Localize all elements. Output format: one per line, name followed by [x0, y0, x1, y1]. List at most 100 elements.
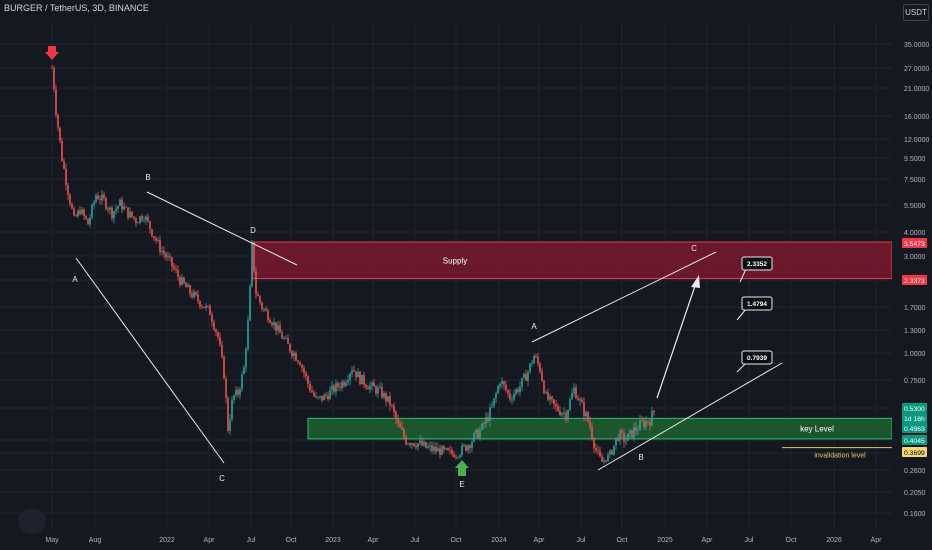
candle: [373, 378, 375, 387]
candle: [103, 191, 105, 201]
time-axis[interactable]: May Aug 2022 Apr Jul Oct 2023 Apr Jul Oct 2024 Apr J…: [0, 530, 932, 550]
candle-body: [377, 387, 379, 394]
candle: [117, 205, 119, 213]
candle-body: [151, 229, 153, 237]
candle-body: [531, 363, 533, 365]
red-down-arrow-icon: [45, 46, 59, 60]
candle-body: [315, 396, 317, 398]
candle-body: [323, 394, 325, 401]
candle-body: [581, 399, 583, 403]
candle: [331, 381, 333, 396]
candle-body: [399, 422, 401, 428]
candle-body: [495, 393, 497, 399]
candle: [653, 409, 655, 416]
candle: [619, 428, 621, 445]
candle: [101, 190, 103, 205]
price-tick-4: 12.0000: [904, 137, 929, 144]
target-callout-box: [741, 296, 773, 311]
price-tick-11: 1.7000: [904, 305, 926, 312]
candle: [167, 251, 169, 261]
candle-body: [291, 351, 293, 357]
candle-body: [569, 399, 571, 410]
candle: [69, 192, 71, 207]
candle: [581, 397, 583, 403]
candle: [201, 304, 203, 310]
candle-body: [243, 367, 245, 374]
candle-body: [329, 390, 331, 400]
tradingview-logo-icon[interactable]: [18, 508, 46, 534]
candle-body: [187, 285, 189, 288]
candle-body: [123, 206, 125, 210]
time-tick-19: Apr: [871, 537, 883, 544]
candle: [385, 391, 387, 407]
candle: [343, 379, 345, 388]
candle: [53, 65, 55, 93]
candle: [577, 394, 579, 401]
time-tick-5: Oct: [286, 537, 297, 544]
price-tick-7: 5.5000: [904, 203, 926, 210]
candle: [487, 412, 489, 423]
candle: [209, 304, 211, 316]
candle-body: [59, 127, 61, 141]
candle: [275, 322, 277, 336]
candle-body: [477, 429, 479, 439]
candle: [423, 438, 425, 447]
candle: [381, 383, 383, 400]
time-tick-3: Apr: [204, 537, 216, 544]
candle: [429, 441, 431, 452]
candle: [585, 409, 587, 421]
chart-labels: Supply key Level invalidation level A B C D A B C…: [72, 173, 866, 489]
wave-label-a-0: A: [72, 275, 78, 284]
candle: [637, 425, 639, 436]
candle-body: [257, 294, 259, 297]
candle: [89, 214, 91, 228]
price-axis[interactable]: 35.0000 27.0000 21.0000 16.0000 12.0000 9.500…: [892, 0, 932, 550]
candle: [71, 202, 73, 210]
invalidation-level-label: invalidation level: [814, 453, 866, 460]
candle: [439, 444, 441, 459]
candle: [363, 371, 365, 389]
candle-body: [457, 457, 459, 458]
candle-body: [85, 215, 87, 219]
candle-body: [421, 440, 423, 446]
candle: [629, 428, 631, 439]
candle-body: [165, 253, 167, 258]
candle-body: [317, 396, 319, 398]
candle-body: [205, 305, 207, 308]
candle: [175, 264, 177, 273]
candle-body: [453, 454, 455, 458]
time-tick-15: Apr: [702, 537, 714, 544]
candle: [239, 386, 241, 400]
candle-body: [261, 302, 263, 309]
candle: [523, 372, 525, 379]
candle: [539, 362, 541, 374]
candle-body: [89, 217, 91, 225]
candle: [559, 406, 561, 417]
candle: [313, 390, 315, 398]
candle: [391, 404, 393, 408]
time-tick-12: Jul: [577, 537, 586, 544]
candle: [519, 381, 521, 397]
price-badge-text: 3.5473: [904, 241, 925, 248]
candle-body: [325, 394, 327, 396]
candle-body: [515, 389, 517, 394]
price-badge-6: 0.3699: [902, 447, 927, 457]
candle: [113, 210, 115, 224]
candle-body: [367, 387, 369, 390]
candle-body: [279, 325, 281, 333]
candle-body: [207, 305, 209, 307]
candle: [203, 306, 205, 309]
candle-body: [629, 430, 631, 434]
candle-body: [497, 386, 499, 394]
currency-button[interactable]: USDT: [903, 4, 929, 21]
supply-zone: [251, 241, 893, 280]
candle-body: [625, 440, 627, 442]
candle-body: [427, 446, 429, 448]
candle: [485, 412, 487, 429]
candle: [409, 441, 411, 448]
candle: [565, 409, 567, 424]
candle: [187, 282, 189, 288]
candle-body: [81, 209, 83, 215]
candle-body: [67, 185, 69, 195]
